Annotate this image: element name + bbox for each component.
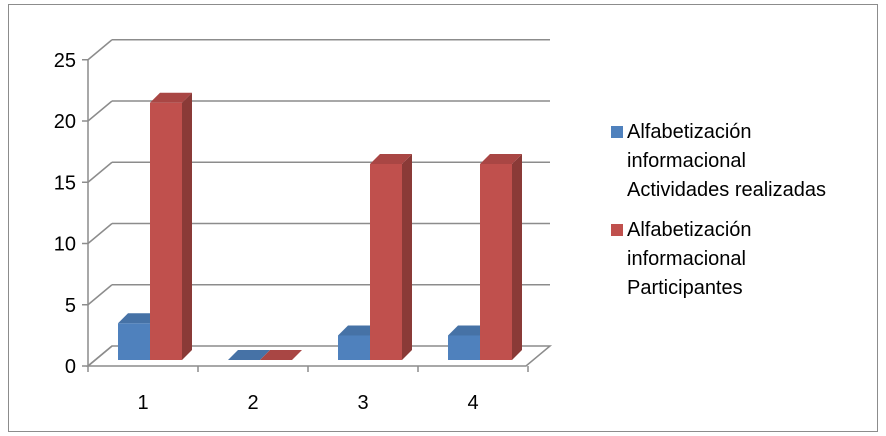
y-tick-label: 10	[54, 234, 76, 256]
legend-label-line: informacional	[627, 150, 746, 172]
side-wall-gridline	[87, 100, 113, 122]
legend-item-series-1: Alfabetización informacional Actividades…	[607, 118, 877, 205]
bar-series-2-cat-1	[150, 92, 192, 360]
side-wall-gridline	[87, 39, 113, 61]
legend-item-series-2: Alfabetización informacional Participant…	[607, 216, 877, 303]
side-wall-gridline	[87, 161, 113, 183]
legend-label-line: Actividades realizadas	[627, 179, 826, 201]
side-wall-gridline	[87, 284, 113, 306]
bar-series-1-cat-2	[228, 350, 270, 360]
legend-swatch-series-2	[611, 224, 623, 236]
y-tick-label: 15	[54, 172, 76, 194]
bar-series-2-cat-2	[260, 350, 302, 360]
legend-label-line: Alfabetización	[627, 219, 752, 241]
y-tick-label: 25	[54, 50, 76, 72]
x-tick-label: 3	[357, 392, 368, 414]
x-tick-label: 2	[247, 392, 258, 414]
bar-series-2-cat-3	[370, 154, 412, 360]
y-tick-label: 0	[65, 356, 76, 378]
legend-label-line: informacional	[627, 248, 746, 270]
y-tick-label: 20	[54, 111, 76, 133]
legend-label-line: Participantes	[627, 277, 743, 299]
legend-swatch-series-1	[611, 126, 623, 138]
x-tick-label: 1	[137, 392, 148, 414]
y-tick-label: 5	[65, 295, 76, 317]
bar-series-2-cat-4	[480, 154, 522, 360]
legend-label-line: Alfabetización	[627, 121, 752, 143]
chart-floor	[85, 345, 553, 367]
chart-legend: Alfabetización informacional Actividades…	[607, 118, 877, 314]
side-wall-gridline	[87, 222, 113, 245]
x-tick-label: 4	[467, 392, 478, 414]
